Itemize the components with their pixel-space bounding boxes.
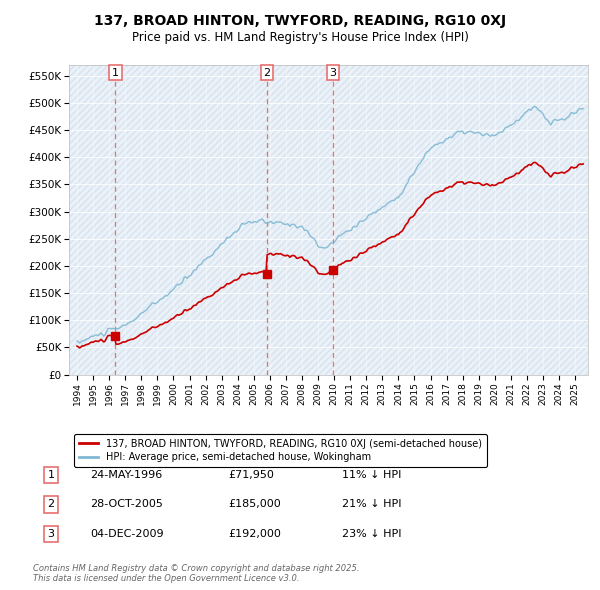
Text: 24-MAY-1996: 24-MAY-1996 [90, 470, 162, 480]
Text: 28-OCT-2005: 28-OCT-2005 [90, 500, 163, 509]
Text: 04-DEC-2009: 04-DEC-2009 [90, 529, 164, 539]
Text: 1: 1 [47, 470, 55, 480]
Text: 2: 2 [263, 68, 271, 78]
Text: 11% ↓ HPI: 11% ↓ HPI [342, 470, 401, 480]
Text: £192,000: £192,000 [228, 529, 281, 539]
Text: Contains HM Land Registry data © Crown copyright and database right 2025.
This d: Contains HM Land Registry data © Crown c… [33, 563, 359, 583]
Text: 21% ↓ HPI: 21% ↓ HPI [342, 500, 401, 509]
Text: £185,000: £185,000 [228, 500, 281, 509]
Text: £71,950: £71,950 [228, 470, 274, 480]
Legend: 137, BROAD HINTON, TWYFORD, READING, RG10 0XJ (semi-detached house), HPI: Averag: 137, BROAD HINTON, TWYFORD, READING, RG1… [74, 434, 487, 467]
Text: 1: 1 [112, 68, 119, 78]
Text: 137, BROAD HINTON, TWYFORD, READING, RG10 0XJ: 137, BROAD HINTON, TWYFORD, READING, RG1… [94, 14, 506, 28]
Text: 23% ↓ HPI: 23% ↓ HPI [342, 529, 401, 539]
Text: 2: 2 [47, 500, 55, 509]
Text: Price paid vs. HM Land Registry's House Price Index (HPI): Price paid vs. HM Land Registry's House … [131, 31, 469, 44]
Text: 3: 3 [329, 68, 337, 78]
Text: 3: 3 [47, 529, 55, 539]
